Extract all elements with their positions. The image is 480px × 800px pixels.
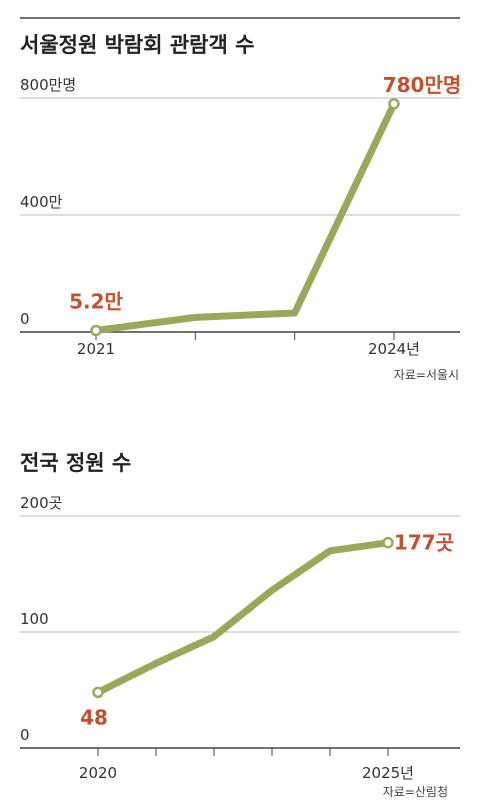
chart2-series bbox=[92, 536, 394, 699]
x-tick-label: 2025년 bbox=[362, 764, 414, 782]
y-tick-label: 200곳 bbox=[20, 494, 62, 512]
data-point-marker bbox=[382, 536, 394, 549]
x-tick-label: 2020 bbox=[79, 764, 117, 782]
chart2-x-axis: 2020 2025년 bbox=[79, 748, 414, 782]
chart1-source: 자료=서울시 bbox=[394, 368, 459, 382]
series-line bbox=[94, 539, 392, 696]
data-label: 48 bbox=[80, 705, 108, 729]
visitors-chart: 서울정원 박람회 관람객 수 0 400만 800만명 2021 2024년 5.2만… bbox=[20, 17, 461, 382]
data-point-marker bbox=[388, 98, 400, 110]
chart2-title: 전국 정원 수 bbox=[20, 451, 131, 475]
gardens-chart: 전국 정원 수 0 100 200곳 2020 2025년 48 177곳 자료=산림청 bbox=[20, 451, 460, 799]
y-tick-label: 800만명 bbox=[20, 76, 76, 94]
series-line bbox=[92, 100, 398, 334]
chart2-grid bbox=[20, 515, 460, 749]
y-tick-label: 0 bbox=[20, 726, 30, 744]
chart1-title: 서울정원 박람회 관람객 수 bbox=[20, 33, 254, 57]
data-label: 780만명 bbox=[383, 73, 462, 97]
y-tick-label: 100 bbox=[20, 610, 49, 628]
chart1-data-labels: 5.2만 780만명 bbox=[69, 73, 461, 314]
x-tick-label: 2024년 bbox=[368, 340, 420, 358]
chart1-series bbox=[90, 98, 400, 337]
data-label: 177곳 bbox=[394, 531, 454, 555]
chart2-source: 자료=산림청 bbox=[383, 785, 448, 799]
x-tick-label: 2021 bbox=[77, 340, 115, 358]
data-point-marker bbox=[92, 686, 104, 699]
chart2-data-labels: 48 177곳 bbox=[80, 531, 454, 730]
chart1-x-axis: 2021 2024년 bbox=[77, 332, 420, 358]
y-tick-label: 400만 bbox=[20, 193, 63, 211]
data-point-marker bbox=[90, 324, 102, 337]
chart1-y-axis: 0 400만 800만명 bbox=[20, 76, 76, 328]
data-label: 5.2만 bbox=[69, 289, 123, 313]
y-tick-label: 0 bbox=[20, 310, 30, 328]
chart2-y-axis: 0 100 200곳 bbox=[20, 494, 62, 744]
